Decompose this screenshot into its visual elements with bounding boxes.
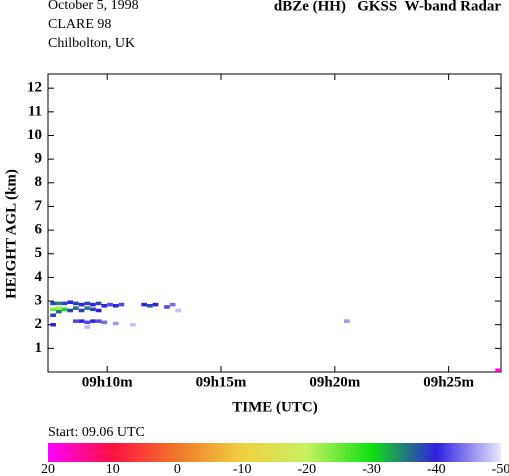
echo-cell — [84, 301, 91, 306]
colorbar-tick-label: 0 — [174, 462, 181, 476]
colorbar-tick-label: -40 — [427, 462, 446, 476]
y-tick-label: 9 — [35, 151, 43, 167]
x-tick-label: 09h25m — [423, 374, 474, 390]
colorbar-tick-label: -10 — [233, 462, 252, 476]
echo-cell — [78, 302, 85, 307]
colorbar-label: Start: 09.06 UTC — [48, 425, 145, 440]
echo-cell — [129, 322, 136, 327]
echo-cell — [90, 307, 96, 312]
echo-cell — [78, 308, 85, 313]
colorbar-tick-label: 10 — [106, 462, 120, 476]
echo-cell — [73, 319, 79, 323]
echo-cell — [495, 368, 501, 372]
echo-cell — [343, 319, 350, 323]
chart-title: dBZe (HH) GKSS W-band Radar — [274, 0, 501, 14]
echo-cell — [55, 306, 62, 310]
echo-cell — [50, 307, 56, 312]
echo-cell — [73, 306, 79, 310]
echo-cell — [67, 308, 74, 313]
echo-cell — [95, 319, 102, 323]
y-tick-label: 2 — [35, 316, 43, 332]
echo-cell — [61, 301, 68, 306]
y-tick-label: 5 — [35, 245, 43, 261]
x-tick-label: 09h20m — [309, 374, 360, 390]
x-axis-title: TIME (UTC) — [232, 399, 317, 415]
echo-cell — [107, 302, 113, 307]
colorbar-tick-label: 20 — [41, 462, 55, 476]
echo-cell — [67, 300, 74, 305]
colorbar-tick-label: -30 — [362, 462, 381, 476]
echo-cell — [78, 319, 85, 323]
echo-cell — [84, 306, 91, 310]
echo-cell — [90, 302, 96, 307]
echo-cell — [164, 305, 170, 309]
y-tick-label: 7 — [35, 198, 43, 214]
echo-cell — [112, 321, 119, 326]
y-tick-label: 6 — [35, 222, 43, 238]
y-tick-label: 10 — [27, 127, 42, 143]
echo-cell — [141, 302, 148, 307]
annotation: CLARE 98 — [48, 17, 111, 32]
echo-cell — [84, 325, 91, 329]
y-tick-label: 8 — [35, 174, 43, 190]
y-tick-label: 12 — [27, 80, 42, 96]
echo-cell — [101, 304, 108, 308]
echo-cell — [55, 309, 62, 314]
echo-cell — [101, 320, 108, 325]
echo-cell — [147, 304, 153, 308]
plot-frame — [47, 73, 502, 373]
echo-cell — [50, 301, 56, 306]
y-tick-label: 4 — [35, 269, 43, 285]
echo-cell — [169, 302, 176, 307]
y-axis-title: HEIGHT AGL (km) — [3, 169, 19, 299]
echo-cell — [73, 301, 79, 306]
echo-cell — [84, 320, 91, 325]
echo-cell — [152, 302, 159, 307]
echo-cell — [50, 313, 56, 318]
echo-cell — [61, 307, 68, 312]
echo-cell — [90, 319, 96, 323]
echo-cell — [50, 322, 56, 327]
echo-cell — [175, 308, 182, 313]
annotation: Chilbolton, UK — [48, 36, 135, 51]
x-tick-label: 09h10m — [82, 374, 133, 390]
echo-cell — [95, 308, 102, 313]
colorbar — [48, 443, 501, 462]
colorbar-tick-label: -50 — [492, 462, 509, 476]
y-tick-label: 11 — [28, 103, 42, 119]
echo-cell — [112, 304, 119, 308]
echo-cell — [118, 302, 125, 307]
x-tick-label: 09h15m — [196, 374, 247, 390]
annotation: October 5, 1998 — [48, 0, 139, 13]
echo-cell — [55, 301, 62, 306]
colorbar-tick-label: -20 — [298, 462, 317, 476]
y-tick-label: 3 — [35, 292, 43, 308]
y-tick-label: 1 — [35, 340, 43, 356]
echo-cell — [95, 301, 102, 306]
